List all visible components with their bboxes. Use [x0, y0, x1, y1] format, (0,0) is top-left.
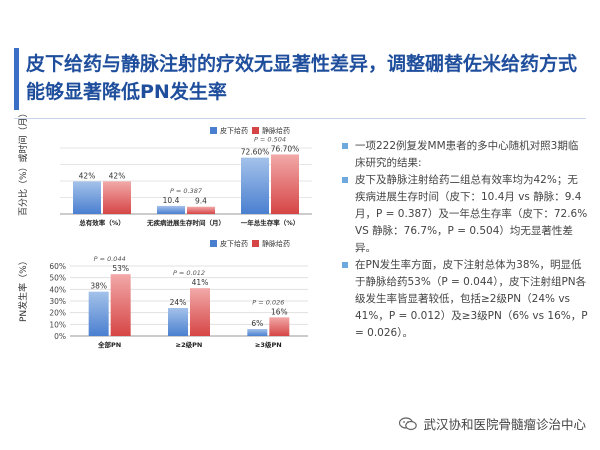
x-tick-label: 全部PN [97, 340, 121, 349]
legend-label: 静脉给药 [262, 239, 290, 248]
bullet-square-icon [342, 177, 348, 183]
y-tick-label: 20% [49, 309, 66, 318]
title-accent-bar [14, 48, 19, 110]
data-label: 53% [112, 264, 129, 273]
efficacy-chart-svg: 皮下给药 静脉给药 42% 42% 总有效率（%） 10.4 9.4 P = 0.387 无疾病… [60, 126, 312, 227]
x-tick-label: ≥2级PN [176, 340, 203, 349]
data-label: 10.4 [163, 196, 180, 205]
bar [241, 157, 269, 214]
y-tick-label: 10% [49, 320, 66, 329]
data-label: 16% [271, 307, 288, 316]
findings-list: 一项222例复发MM患者的多中心随机对照3期临床研究的结果: 皮下及静脉注射给药… [342, 138, 588, 342]
bar [271, 154, 299, 214]
data-label: 9.4 [195, 197, 207, 206]
bullet-text: 在PN发生率方面，皮下注射总体为38%，明显低于静脉给药53%（P = 0.04… [355, 259, 588, 339]
x-tick-label: 一年总生存率（%） [241, 218, 300, 227]
legend-swatch [252, 240, 259, 247]
bar [168, 308, 188, 336]
watermark: 武汉协和医院骨髓瘤诊治中心 [399, 414, 586, 433]
watermark-text: 武汉协和医院骨髓瘤诊治中心 [423, 417, 586, 432]
data-label: 6% [251, 319, 263, 328]
y-tick-label: 50% [49, 274, 66, 283]
legend-label: 皮下给药 [220, 126, 248, 135]
bar [73, 181, 101, 214]
bar [103, 181, 131, 214]
bullet-item: 皮下及静脉注射给药二组总有效率均为42%；无疾病进展生存时间（皮下：10.4月 … [342, 172, 588, 257]
p-value-annotation: P = 0.044 [94, 255, 126, 263]
bar [110, 274, 131, 336]
legend-label: 静脉给药 [262, 126, 290, 135]
bullet-square-icon [342, 262, 348, 268]
data-label: 24% [170, 298, 187, 307]
pn-incidence-chart: PN发生率（%） 0% 10% 20% 30% 40% 50% 60% 皮下给药 静脉给药 38%… [14, 238, 314, 358]
y-tick-label: 0% [54, 332, 66, 341]
bullet-text: 一项222例复发MM患者的多中心随机对照3期临床研究的结果: [355, 140, 579, 169]
bar [157, 205, 185, 214]
bar [88, 291, 109, 336]
slide-title: 皮下给药与静脉注射的疗效无显著性差异，调整硼替佐米给药方式能够显著降低PN发生率 [26, 53, 578, 103]
data-label: 41% [192, 278, 209, 287]
wechat-icon [399, 416, 418, 430]
bar [269, 317, 290, 336]
bar [187, 206, 215, 214]
y-tick-label: 60% [49, 262, 66, 271]
p-value-annotation: P = 0.387 [170, 187, 203, 195]
bullet-item: 在PN发生率方面，皮下注射总体为38%，明显低于静脉给药53%（P = 0.04… [342, 257, 588, 342]
p-value-annotation: P = 0.504 [254, 135, 286, 143]
bar [247, 329, 268, 336]
data-label: 76.70% [271, 144, 300, 153]
x-tick-label: 总有效率（%） [79, 218, 125, 227]
data-label: 42% [79, 171, 96, 180]
p-value-annotation: P = 0.026 [252, 298, 284, 306]
data-label: 42% [109, 171, 126, 180]
bullet-square-icon [342, 143, 348, 149]
legend-label: 皮下给药 [220, 239, 248, 248]
title-divider [14, 118, 586, 119]
x-tick-label: ≥3级PN [255, 340, 282, 349]
y-tick-label: 30% [49, 297, 66, 306]
data-label: 38% [90, 282, 107, 291]
data-label: 72.60% [241, 148, 270, 157]
legend-swatch [210, 240, 217, 247]
efficacy-y-axis-label: 百分比（%）或时间（月） [19, 108, 29, 216]
bullet-text: 皮下及静脉注射给药二组总有效率均为42%；无疾病进展生存时间（皮下：10.4月 … [355, 174, 588, 254]
efficacy-chart: 百分比（%）或时间（月） 皮下给药 静脉给药 42% 42% 总有效率（%） 10.4 9.… [14, 108, 314, 236]
bar [190, 288, 210, 336]
bullet-item: 一项222例复发MM患者的多中心随机对照3期临床研究的结果: [342, 138, 588, 172]
p-value-annotation: P = 0.012 [173, 269, 205, 277]
x-tick-label: 无疾病进展生存时间（月） [146, 218, 225, 227]
y-tick-label: 40% [49, 285, 66, 294]
pn-y-axis-label: PN发生率（%） [19, 256, 29, 322]
legend-swatch [252, 127, 259, 134]
legend-swatch [210, 127, 217, 134]
